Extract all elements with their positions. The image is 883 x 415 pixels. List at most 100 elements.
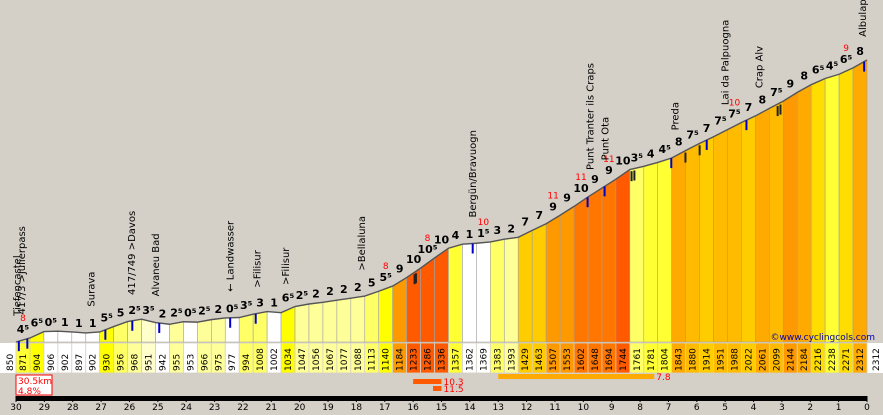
profile-segment — [657, 157, 672, 343]
km-tick-label: 2 — [807, 403, 813, 411]
altitude-label: 1113 — [368, 348, 378, 371]
km-tick-label: 3 — [779, 403, 785, 411]
profile-segment — [490, 238, 505, 343]
profile-segment — [699, 136, 714, 343]
gradient-labels: 4⁵ 6⁵ 0⁵ 1 1 1 5⁵ 5 2⁵ 3⁵ 2 2⁵ 0⁵ 2⁵ 2 0⁵ 3⁵ 3 1 6⁵ 2⁵ 2 2 2 2 5 5… — [17, 45, 864, 336]
altitude-label: 897 — [75, 354, 85, 371]
km-tick-label: 30 — [10, 403, 22, 411]
max-gradient-label: 8 — [383, 262, 389, 272]
blue-marker — [104, 329, 107, 340]
profile-segment — [727, 122, 742, 343]
km-ticks: 30 29 28 27 26 25 24 23 22 21 20 19 18 17 16 15 14 13 12 11… — [10, 396, 870, 413]
km-tick-label: 12 — [521, 403, 532, 411]
gradient-label: 2 — [326, 285, 334, 298]
gradient-label: 1 — [61, 316, 69, 329]
altitude-label: 1694 — [605, 348, 615, 371]
gradient-label: 6⁵ — [282, 292, 295, 305]
profile-segment — [462, 242, 477, 343]
altitude-label: 904 — [33, 354, 43, 371]
gradient-label: 2 — [354, 281, 362, 294]
km-tick-label: 20 — [294, 403, 306, 411]
place-label: Bergün/Bravuogn — [468, 130, 479, 218]
max-gradient-label: 11 — [575, 173, 586, 183]
gradient-label: 7⁵ — [728, 107, 741, 120]
km-tick-label: 21 — [266, 403, 277, 411]
gradient-label: 1⁵ — [477, 227, 490, 240]
place-label: Tiefencastel — [13, 255, 24, 316]
altitude-label: 1184 — [396, 348, 406, 371]
profile-segment — [155, 322, 170, 343]
profile-segment — [713, 129, 728, 343]
gradient-label: 2 — [214, 303, 222, 316]
gradient-label: 3⁵ — [142, 304, 155, 317]
altitude-label: 1951 — [717, 348, 727, 371]
black-markers — [413, 104, 782, 285]
gradient-label: 4 — [647, 147, 655, 160]
altitude-label: 2271 — [842, 348, 852, 371]
steep-section-bar — [432, 386, 442, 391]
altitude-label: 2061 — [758, 348, 768, 371]
black-marker — [698, 145, 701, 156]
blue-markers — [17, 61, 866, 352]
profile-segment — [810, 78, 826, 343]
profile-segment — [615, 168, 631, 343]
black-marker — [413, 274, 416, 285]
altitude-label: 902 — [61, 354, 71, 371]
km-tick-label: 5 — [722, 403, 728, 411]
profile-segment — [545, 214, 561, 343]
km-tick-label: 25 — [152, 403, 163, 411]
profile-segments — [15, 59, 868, 374]
max-gradient-label: 10 — [729, 98, 741, 108]
place-label: 417/3 >Julierpass — [17, 226, 28, 314]
gradient-label: 0⁵ — [226, 303, 239, 316]
profile-segment — [350, 295, 366, 343]
place-label: Lai da Palpuogna — [721, 20, 732, 105]
profile-segment — [782, 91, 798, 343]
altitude-label: 1648 — [591, 348, 601, 371]
altitude-label: 1988 — [730, 348, 740, 371]
altitude-label: 930 — [103, 354, 113, 371]
km-tick-label: 10 — [578, 403, 590, 411]
profile-segment — [197, 319, 212, 343]
altitude-label: 977 — [228, 354, 238, 371]
km-tick-label: 1 — [836, 403, 842, 411]
altitude-label: 2216 — [814, 348, 824, 371]
altitude-label: 1002 — [270, 348, 280, 371]
profile-segment — [392, 277, 407, 343]
profile-segment — [238, 313, 254, 343]
profile-segment — [127, 318, 142, 343]
km-tick-label: 6 — [694, 403, 700, 411]
max-gradient-label: 11 — [547, 191, 558, 201]
gradient-label: 3 — [256, 297, 264, 310]
altitude-label: 2099 — [772, 348, 782, 371]
km-tick-label: 28 — [67, 403, 79, 411]
profile-segment — [629, 165, 645, 343]
place-label: Punt Tranter ils Craps — [586, 63, 597, 170]
altitude-label: 1047 — [298, 348, 308, 371]
altitude-label: 871 — [19, 354, 29, 371]
blue-marker — [158, 322, 161, 333]
km-tick-label: 15 — [436, 403, 447, 411]
gradient-label: 7⁵ — [714, 115, 727, 128]
profile-segment — [476, 241, 491, 343]
gradient-label: 5 — [368, 276, 376, 289]
gradient-label: 9 — [786, 77, 794, 90]
gradient-label: 2 — [312, 287, 320, 300]
altitude-label: 902 — [89, 354, 99, 371]
profile-segment — [322, 299, 338, 343]
km-tick-label: 24 — [180, 403, 192, 411]
altitude-labels: 850 871 904 906 902 897 902 930 956 968 951 942 955 9… — [6, 348, 882, 371]
gradient-label: 7 — [535, 209, 543, 222]
stats-avg-grade: 4.8% — [18, 387, 41, 397]
profile-segment — [852, 59, 868, 343]
altitude-label: 2022 — [744, 348, 754, 371]
place-label: Alvaneu Bad — [151, 233, 162, 296]
altitude-end-label: 2312 — [872, 348, 882, 371]
blue-marker — [229, 317, 232, 328]
max-gradient-label: 8 — [425, 234, 431, 244]
steep-section-bars: 10.311.5 7.8 — [413, 373, 671, 395]
altitude-label: 2312 — [856, 348, 866, 371]
steep-section-label: 7.8 — [656, 373, 671, 383]
